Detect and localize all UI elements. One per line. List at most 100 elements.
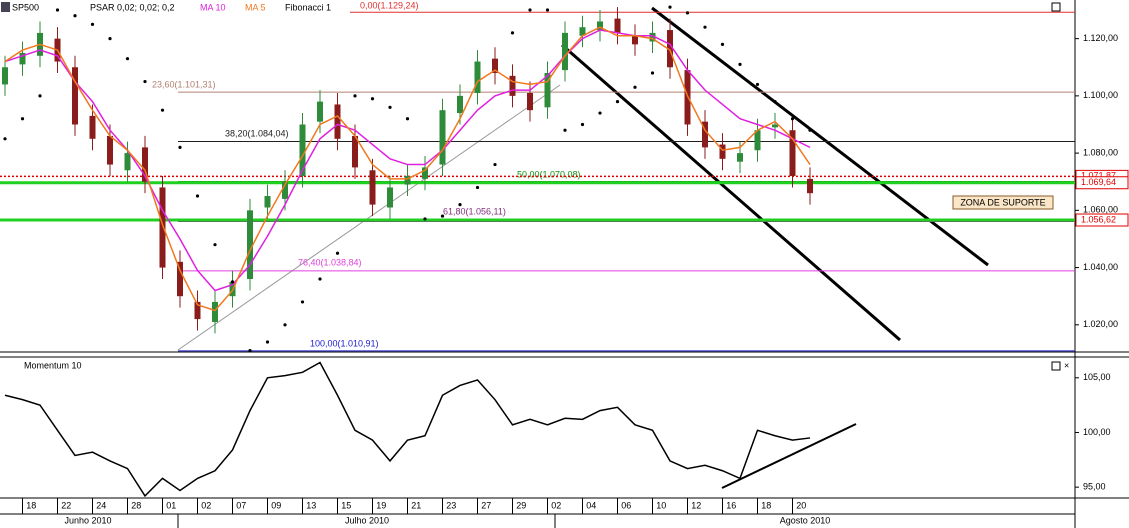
candle-body xyxy=(404,176,411,185)
y-tick-label: 100,00 xyxy=(1083,427,1111,437)
candle-body xyxy=(177,261,183,297)
candle-body xyxy=(334,104,341,139)
fib-label: 23,60(1.101,31) xyxy=(152,79,216,89)
candle-body xyxy=(807,178,813,194)
candle-body xyxy=(702,121,708,148)
x-tick-label: 12 xyxy=(691,500,701,510)
fib-label: 38,20(1.084,04) xyxy=(225,128,289,138)
psar-dot xyxy=(423,217,427,221)
x-tick-label: 10 xyxy=(656,500,666,510)
psar-dot xyxy=(3,137,7,141)
x-tick-label: 09 xyxy=(271,500,281,510)
x-tick-label: 28 xyxy=(131,500,141,510)
candle-body xyxy=(544,72,551,108)
indicator-label: Fibonacci 1 xyxy=(285,2,331,12)
fib-anchor-line xyxy=(177,84,561,351)
candle-body xyxy=(527,93,533,111)
candle-body xyxy=(159,187,166,268)
candle-body xyxy=(579,27,586,36)
psar-dot xyxy=(370,97,375,101)
fib-label: 100,00(1.010,91) xyxy=(310,338,379,348)
psar-dot xyxy=(248,348,252,353)
candle-body xyxy=(632,35,638,45)
psar-dot xyxy=(633,85,637,89)
x-tick-label: 16 xyxy=(726,500,736,510)
psar-dot xyxy=(230,280,235,284)
psar-dot xyxy=(668,5,672,9)
x-tick-label: 24 xyxy=(96,500,106,510)
window-button[interactable] xyxy=(1051,2,1061,12)
psar-dot xyxy=(160,108,165,112)
close-button[interactable]: × xyxy=(1064,360,1069,370)
psar-dot xyxy=(545,8,550,12)
price-label-box xyxy=(1075,176,1129,190)
x-tick-label: 01 xyxy=(166,500,176,510)
candle-body xyxy=(124,153,131,171)
fib-label: 0,00(1.129,24) xyxy=(360,0,419,10)
y-tick-label: 1.080,00 xyxy=(1083,147,1118,157)
x-tick-label: 02 xyxy=(551,500,561,510)
y-tick-label: 1.060,00 xyxy=(1083,205,1118,215)
fib-label: 61,80(1.056,11) xyxy=(443,206,506,216)
psar-dot xyxy=(318,277,322,281)
psar-dot xyxy=(213,243,217,247)
month-label: Junho 2010 xyxy=(64,515,111,525)
candle-body xyxy=(107,135,113,165)
y-tick-label: 1.100,00 xyxy=(1083,90,1118,100)
psar-dot xyxy=(108,37,112,41)
candle-body xyxy=(772,124,778,128)
candle-body xyxy=(422,167,428,179)
candle-body xyxy=(352,135,358,168)
x-tick-label: 15 xyxy=(341,500,351,510)
psar-dot xyxy=(20,117,25,121)
symbol-icon xyxy=(1,2,10,12)
candle-body xyxy=(492,58,498,73)
candle-body xyxy=(439,110,446,165)
psar-dot xyxy=(475,185,480,190)
price-label: 1.071,87 xyxy=(1081,171,1116,181)
candle-body xyxy=(789,130,796,176)
psar-dot xyxy=(38,94,42,98)
window-button[interactable] xyxy=(1051,361,1061,371)
psar-dot xyxy=(738,62,742,66)
y-tick-label: 1.020,00 xyxy=(1083,319,1118,329)
annotation: ZONA DE SUPORTE xyxy=(960,197,1045,207)
psar-dot xyxy=(195,194,200,198)
x-tick-label: 23 xyxy=(446,500,456,510)
candle-body xyxy=(89,115,96,139)
psar-dot xyxy=(388,105,392,109)
candle-body xyxy=(212,301,218,322)
psar-dot xyxy=(615,99,620,104)
x-tick-label: 22 xyxy=(61,500,71,510)
candle-body xyxy=(387,187,393,208)
candle-body xyxy=(614,18,621,33)
candle-body xyxy=(317,101,323,122)
month-label: Agosto 2010 xyxy=(780,515,831,525)
psar-dot xyxy=(265,340,270,344)
trend-line xyxy=(651,6,989,267)
psar-dot xyxy=(55,8,60,12)
candle-body xyxy=(719,144,726,159)
candle-body xyxy=(509,75,516,96)
x-tick-label: 27 xyxy=(481,500,491,510)
price-label-box xyxy=(1075,213,1129,227)
psar-dot xyxy=(703,25,707,29)
psar-dot xyxy=(458,203,462,207)
psar-dot xyxy=(685,11,690,15)
candle-body xyxy=(649,32,656,42)
candle-body xyxy=(474,61,481,94)
candle-body xyxy=(2,67,8,85)
fib-label: 76,40(1.038,84) xyxy=(298,257,362,267)
momentum-line xyxy=(4,361,811,498)
panel-title: Momentum 10 xyxy=(24,360,82,370)
x-tick-label: 07 xyxy=(236,500,246,510)
x-tick-label: 19 xyxy=(376,500,386,510)
fib-label: 50,00(1.070,08) xyxy=(517,169,581,179)
psar-dot xyxy=(73,14,77,18)
x-tick-label: 06 xyxy=(621,500,631,510)
y-tick-label: 95,00 xyxy=(1083,482,1106,492)
candle-body xyxy=(247,210,253,280)
psar-dot xyxy=(755,82,760,87)
